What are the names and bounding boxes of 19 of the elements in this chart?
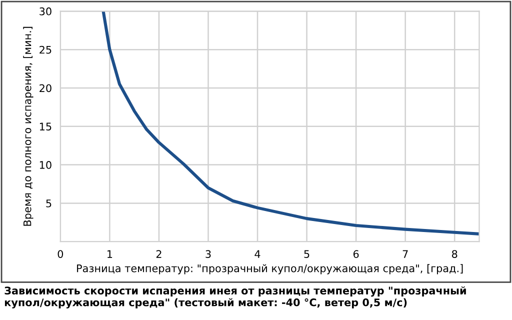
y-tick-label: 30 [40, 7, 52, 16]
y-tick-label: 25 [40, 46, 52, 54]
x-tick-label: 8 [452, 250, 458, 258]
line-series [102, 11, 480, 236]
y-tick-label: 5 [46, 200, 52, 208]
y-tick-label: 10 [40, 161, 52, 169]
x-axis-title: Разница температур: "прозрачный купол/окружающая среда", [град.] [77, 264, 463, 274]
y-tick-label: 15 [40, 122, 52, 131]
x-tick-label: 7 [402, 250, 408, 258]
x-tick-label: 4 [254, 250, 260, 258]
x-tick-label: 5 [304, 250, 310, 258]
x-tick-label: 1 [108, 250, 112, 258]
x-tick-label: 3 [206, 250, 211, 258]
text: Зависимость скорости испарения инея от разницы температур "прозрачный купол/окружающая среда" (тестовый макет: -40 °C, ветер 0,5 м/с) [4, 286, 466, 308]
x-tick-label: 2 [156, 250, 162, 258]
x-tick-label: 0 [58, 250, 64, 258]
y-tick-label: 20 [40, 84, 52, 92]
x-tick-label: 6 [353, 250, 359, 258]
y-axis-title: Время до полного испарения, [мин.] [23, 26, 34, 226]
